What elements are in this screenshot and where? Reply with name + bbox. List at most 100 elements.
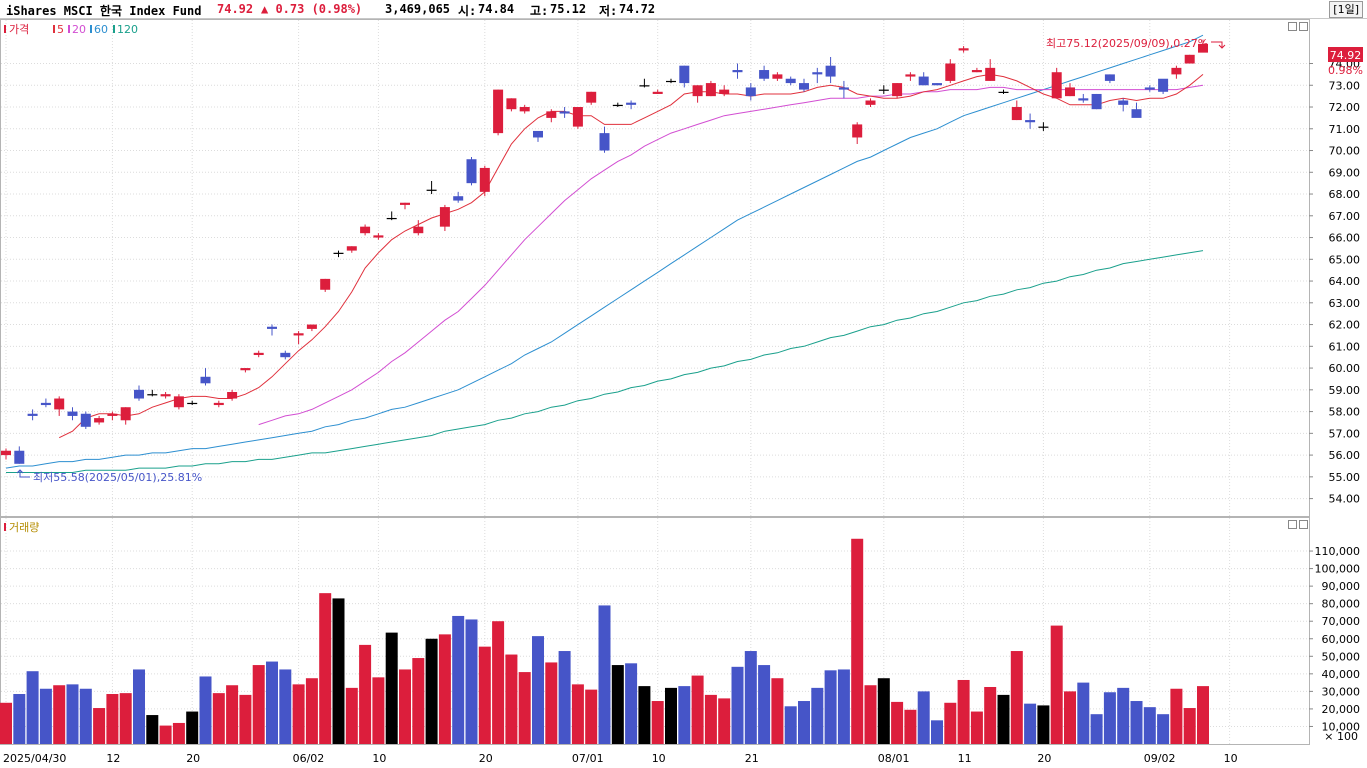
candle-body [506, 98, 517, 110]
candle-body [572, 107, 583, 127]
candle [1065, 83, 1075, 97]
volume-bar [1170, 688, 1183, 744]
candle [213, 400, 224, 408]
volume-bar [970, 711, 983, 744]
volume-panel-minimize-button[interactable] [1288, 520, 1297, 529]
candle [852, 122, 863, 144]
candle-body [493, 89, 504, 134]
candle [745, 83, 756, 101]
price-tick-label: 71.00 [1329, 123, 1361, 136]
current-price-value: 74.92 [1330, 49, 1362, 62]
candle [785, 76, 796, 86]
volume-bar [904, 709, 917, 744]
candle-body [14, 450, 25, 464]
price-panel-close-button[interactable] [1299, 22, 1308, 31]
candle-body [466, 159, 477, 184]
date-label: 08/01 [878, 752, 910, 765]
candle-body [666, 80, 676, 83]
candle [971, 67, 982, 73]
candle [94, 415, 105, 425]
volume-bar [0, 702, 12, 744]
candle [945, 59, 956, 84]
candle [240, 368, 251, 373]
chart-canvas: 54.00 55.00 56.00 57.00 58.00 59.00 60.00 61.00… [0, 19, 1363, 765]
volume-bar [1183, 708, 1196, 744]
volume-bar [864, 685, 877, 744]
candle [306, 324, 317, 332]
volume-bar [252, 665, 265, 744]
candle-body [1131, 109, 1142, 118]
volume-bar [1037, 705, 1050, 744]
volume-bar [558, 651, 571, 744]
candle [1144, 85, 1155, 92]
candle-body [453, 196, 464, 201]
price-tick-label: 66.00 [1329, 232, 1361, 245]
volume-bar [372, 677, 385, 744]
volume-bar [39, 688, 52, 744]
volume-bar [345, 687, 358, 744]
date-label: 10 [372, 752, 386, 765]
candle-body [759, 70, 770, 79]
price-tick-label: 63.00 [1329, 297, 1361, 310]
candle-body [932, 83, 942, 86]
volume-tick-label: 10,000 [1322, 720, 1361, 733]
candle-body [360, 226, 371, 234]
candle-body [732, 70, 743, 73]
candle [838, 80, 849, 99]
candle [466, 157, 477, 186]
volume-tick-label: 80,000 [1322, 598, 1361, 611]
high-value: 75.12 [550, 2, 587, 16]
volume-bar [944, 702, 957, 744]
date-label: 10 [652, 752, 666, 765]
volume-tick-label: 20,000 [1322, 703, 1361, 716]
price-tick-label: 68.00 [1329, 188, 1361, 201]
volume-bar [1090, 714, 1103, 744]
candle [825, 56, 836, 84]
volume-bar [119, 693, 132, 744]
candle [333, 250, 344, 258]
candle-body [852, 124, 863, 138]
volume-bar [758, 665, 771, 744]
volume-bar [1130, 701, 1143, 744]
candle-body [439, 207, 450, 227]
candle [80, 411, 91, 429]
price-tick-label: 57.00 [1329, 427, 1361, 440]
candle-body [586, 91, 597, 103]
price-axis: 54.00 55.00 56.00 57.00 58.00 59.00 60.00 61.00… [1309, 58, 1360, 506]
price-tick-label: 54.00 [1329, 493, 1361, 506]
candle [1011, 100, 1022, 121]
candle [878, 85, 889, 94]
volume-bar [66, 684, 79, 744]
high-arrow-icon [1211, 41, 1226, 49]
price-panel-minimize-button[interactable] [1288, 22, 1297, 31]
candle-body [958, 48, 969, 51]
candle-body [200, 376, 211, 384]
candle [799, 78, 809, 92]
high-label: 고: [530, 4, 549, 18]
candle [692, 85, 703, 103]
candle-body [745, 87, 756, 97]
date-axis: 2025/04/30 12 20 06/02 10 20 07/01 10 21 08/01 11 2… [3, 752, 1238, 765]
period-selector-button[interactable]: [1일] [1329, 1, 1363, 18]
candle [666, 78, 676, 84]
candle-body [1184, 54, 1195, 64]
candle-body [719, 89, 730, 94]
volume-bar [957, 679, 970, 744]
legend-ma60: 60 [94, 23, 108, 36]
candle [360, 224, 371, 236]
candle [533, 130, 543, 142]
candle [732, 63, 743, 79]
price-tick-label: 64.00 [1329, 275, 1361, 288]
price-tick-label: 70.00 [1329, 145, 1361, 158]
candle-body [67, 411, 78, 416]
volume-panel-close-button[interactable] [1299, 520, 1308, 529]
volume-bar [851, 538, 864, 744]
candle [160, 392, 171, 399]
candle-body [785, 78, 796, 84]
candle-body [333, 252, 344, 254]
candle [519, 104, 530, 114]
volume-bar [266, 661, 278, 744]
candle-body [772, 74, 783, 79]
volume-bar [1117, 687, 1130, 744]
ma5-line [58, 73, 1204, 439]
